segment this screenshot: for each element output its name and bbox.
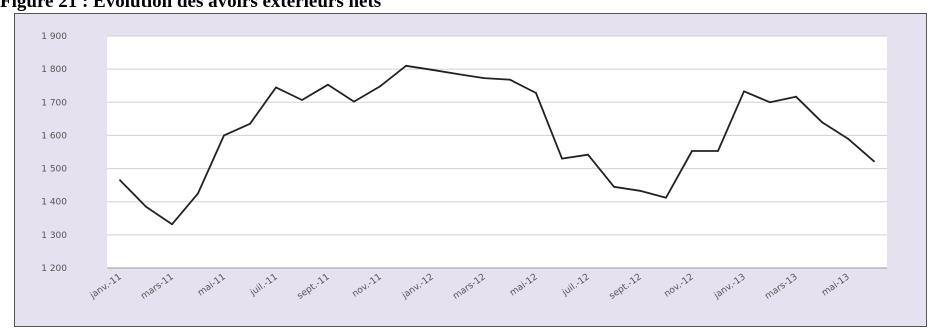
x-tick-label: nov.-11: [351, 272, 384, 299]
data-point: [249, 122, 251, 125]
data-point: [119, 179, 121, 182]
data-point: [847, 137, 849, 140]
data-point: [795, 95, 797, 98]
data-point: [587, 153, 589, 156]
x-tick-label: sept.-11: [296, 272, 332, 301]
x-tick-label: janv.-11: [88, 272, 124, 301]
data-point: [171, 223, 173, 226]
data-point: [769, 101, 771, 104]
x-tick-label: mars-13: [763, 272, 799, 302]
x-tick-label: mars-11: [139, 272, 175, 302]
data-point: [509, 78, 511, 81]
x-tick-label: sept.-12: [608, 272, 644, 301]
data-point: [873, 160, 875, 163]
figure-title: Figure 21 : Évolution des avoirs extérie…: [0, 0, 382, 12]
data-point: [145, 205, 147, 208]
series-line: [119, 64, 875, 226]
data-point: [223, 134, 225, 137]
x-tick-label: juil.-11: [248, 272, 280, 298]
x-tick-label: mai-12: [508, 272, 540, 298]
y-tick-label: 1 700: [41, 98, 67, 108]
x-tick-label: janv.-13: [712, 272, 748, 301]
x-tick-label: nov.-12: [663, 272, 696, 299]
data-point: [613, 185, 615, 188]
x-tick-label: juil.-12: [560, 272, 592, 298]
data-point: [327, 83, 329, 86]
data-point: [197, 192, 199, 195]
data-point: [353, 100, 355, 103]
y-tick-label: 1 300: [41, 231, 67, 241]
y-tick-label: 1 900: [41, 32, 67, 42]
y-tick-label: 1 600: [41, 131, 67, 141]
data-point: [301, 99, 303, 101]
data-point: [275, 86, 277, 89]
y-tick-label: 1 500: [41, 165, 67, 175]
x-tick-label: mai-13: [820, 272, 852, 298]
data-point: [561, 157, 563, 160]
line-chart: 1 200 1 300 1 400 1 500 1 600 1 700 1 800 1 900…: [41, 32, 887, 302]
plot-area: [107, 36, 887, 268]
y-tick-label: 1 400: [41, 198, 67, 208]
x-tick-label: janv.-12: [400, 272, 436, 301]
data-point: [535, 92, 537, 94]
data-point: [405, 64, 407, 67]
data-point: [665, 196, 667, 199]
x-tick-label: mai-11: [196, 272, 228, 298]
data-point: [483, 77, 485, 79]
x-tick-label: mars-12: [451, 272, 487, 302]
data-point: [743, 90, 745, 93]
y-tick-label: 1 200: [41, 264, 67, 274]
data-point: [691, 150, 693, 152]
data-point: [821, 121, 823, 124]
data-point: [431, 68, 433, 71]
chart-frame: 1 200 1 300 1 400 1 500 1 600 1 700 1 800 1 900…: [14, 13, 927, 327]
data-point: [379, 85, 381, 88]
data-point: [639, 189, 641, 192]
y-tick-label: 1 800: [41, 65, 67, 75]
data-point: [717, 150, 719, 152]
data-point: [457, 73, 459, 76]
